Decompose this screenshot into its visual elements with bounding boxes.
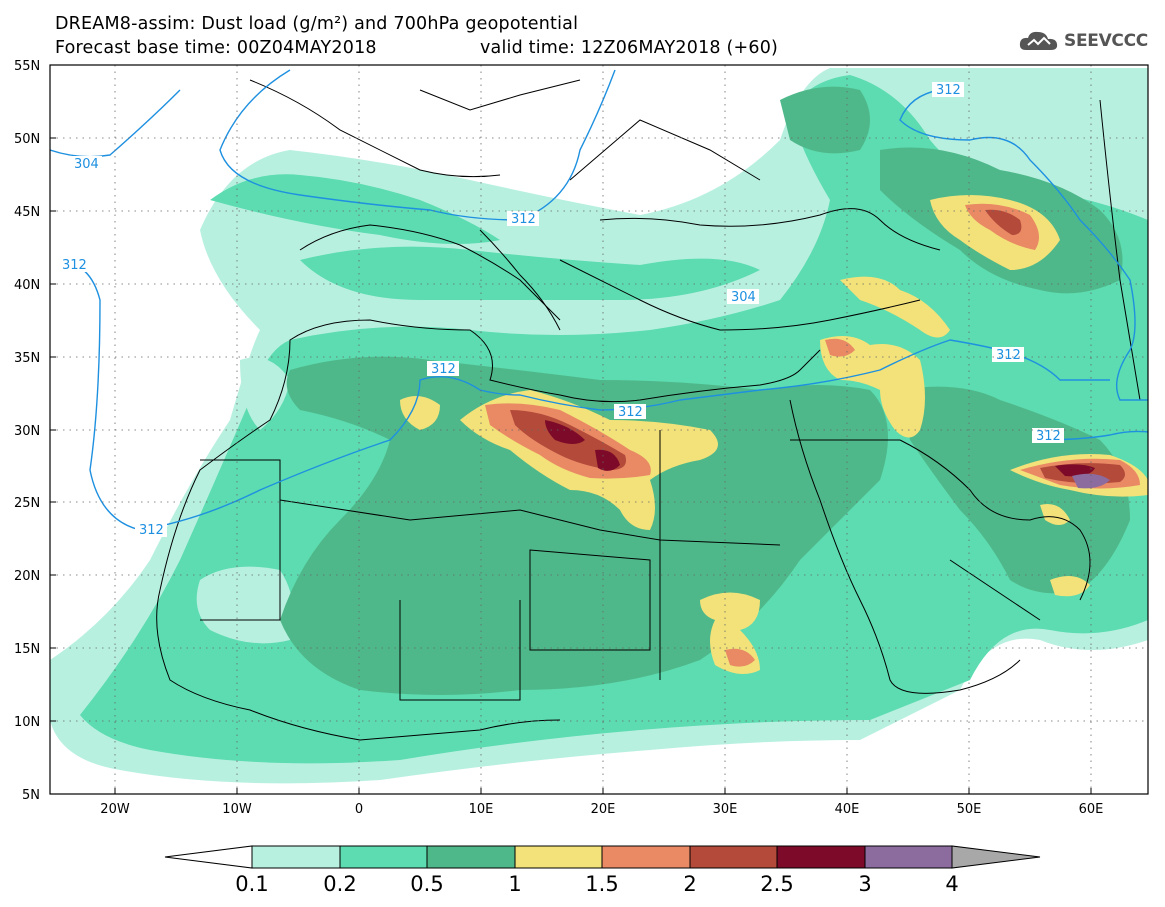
contour-label-312-libya: 312 bbox=[431, 362, 456, 377]
lat-label: 30N bbox=[14, 424, 40, 439]
colorbar-label: 0.1 bbox=[235, 872, 269, 896]
gridlines bbox=[50, 65, 1148, 794]
lon-label: 50E bbox=[957, 802, 982, 817]
contour-label-304-west: 304 bbox=[74, 157, 99, 172]
contour-label-312-italy: 312 bbox=[511, 212, 536, 227]
logo-text: SEEVCCC bbox=[1064, 31, 1148, 51]
colorbar-left-arrow bbox=[164, 845, 253, 869]
map-title: DREAM8-assim: Dust load (g/m²) and 700hP… bbox=[55, 14, 579, 34]
contour-label-304-east: 304 bbox=[731, 290, 756, 305]
lat-label: 50N bbox=[14, 132, 40, 147]
lon-label: 20E bbox=[591, 802, 616, 817]
latitude-labels: 55N 50N 45N 40N 35N 30N 25N 20N 15N 10N … bbox=[14, 59, 40, 803]
forecast-base-time: Forecast base time: 00Z04MAY2018 bbox=[55, 38, 377, 58]
lon-label: 60E bbox=[1079, 802, 1104, 817]
colorbar-right-arrow bbox=[951, 845, 1041, 869]
lat-label: 55N bbox=[14, 59, 40, 74]
colorbar-label: 0.5 bbox=[410, 872, 444, 896]
lon-label: 10E bbox=[469, 802, 494, 817]
geopotential-contours bbox=[50, 69, 1148, 531]
colorbar-bin-0.5-1 bbox=[426, 845, 516, 869]
lat-label: 45N bbox=[14, 205, 40, 220]
lat-label: 25N bbox=[14, 496, 40, 511]
lat-label: 5N bbox=[22, 788, 40, 803]
contour-label-312-west: 312 bbox=[62, 258, 87, 273]
colorbar-bin-1.5-2 bbox=[601, 845, 691, 869]
contour-labels: 304 312 312 312 304 312 312 312 312 312 bbox=[58, 82, 1064, 538]
colorbar bbox=[164, 845, 1041, 869]
colorbar-bin-2-2.5 bbox=[689, 845, 778, 869]
lat-label: 15N bbox=[14, 642, 40, 657]
dust-fields bbox=[50, 68, 1148, 784]
colorbar-label: 1.5 bbox=[585, 872, 619, 896]
contour-label-312-sw: 312 bbox=[139, 523, 164, 538]
contour-label-312-iraq: 312 bbox=[996, 348, 1021, 363]
lon-label: 30E bbox=[713, 802, 738, 817]
colorbar-bin-2.5-3 bbox=[776, 845, 866, 869]
colorbar-bin-3-4 bbox=[864, 845, 953, 869]
colorbar-label: 2 bbox=[683, 872, 697, 896]
lon-label: 0 bbox=[355, 802, 363, 817]
colorbar-label: 0.2 bbox=[323, 872, 357, 896]
valid-time: valid time: 12Z06MAY2018 (+60) bbox=[480, 38, 779, 58]
colorbar-bin-0.1-0.2 bbox=[251, 845, 341, 869]
lat-label: 35N bbox=[14, 351, 40, 366]
lat-label: 20N bbox=[14, 569, 40, 584]
colorbar-bin-1-1.5 bbox=[514, 845, 603, 869]
lon-label: 40E bbox=[835, 802, 860, 817]
coastlines bbox=[156, 79, 1141, 741]
lon-label: 20W bbox=[100, 802, 130, 817]
colorbar-label: 1 bbox=[508, 872, 522, 896]
seevccc-logo: SEEVCCC bbox=[1018, 27, 1148, 55]
colorbar-bin-0.2-0.5 bbox=[339, 845, 428, 869]
contour-label-312-iran: 312 bbox=[1036, 429, 1061, 444]
contour-label-312-egypt: 312 bbox=[618, 405, 643, 420]
colorbar-label: 2.5 bbox=[760, 872, 794, 896]
lon-label: 10W bbox=[222, 802, 252, 817]
colorbar-label: 4 bbox=[945, 872, 959, 896]
cloud-icon bbox=[1019, 31, 1058, 50]
longitude-labels: 20W 10W 0 10E 20E 30E 40E 50E 60E bbox=[100, 802, 1103, 817]
axis-ticks bbox=[50, 64, 1092, 795]
lat-label: 10N bbox=[14, 715, 40, 730]
colorbar-label: 3 bbox=[858, 872, 872, 896]
lat-label: 40N bbox=[14, 278, 40, 293]
contour-label-312-ne: 312 bbox=[936, 83, 961, 98]
